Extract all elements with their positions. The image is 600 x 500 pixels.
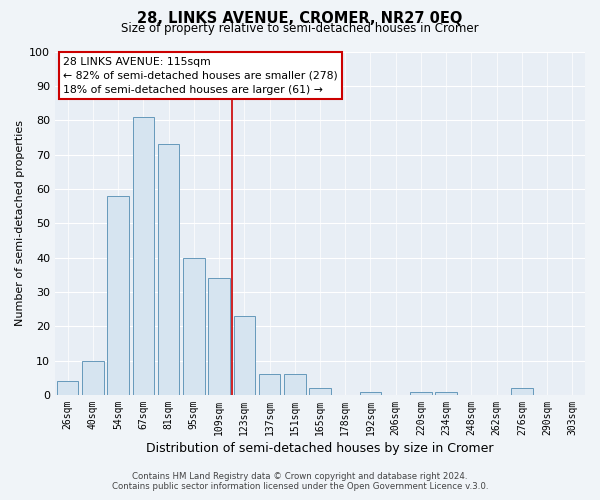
Text: 28, LINKS AVENUE, CROMER, NR27 0EQ: 28, LINKS AVENUE, CROMER, NR27 0EQ	[137, 11, 463, 26]
Bar	[284, 374, 305, 395]
Bar	[436, 392, 457, 395]
Bar	[309, 388, 331, 395]
Bar	[183, 258, 205, 395]
Text: 28 LINKS AVENUE: 115sqm
← 82% of semi-detached houses are smaller (278)
18% of s: 28 LINKS AVENUE: 115sqm ← 82% of semi-de…	[63, 56, 338, 94]
Y-axis label: Number of semi-detached properties: Number of semi-detached properties	[15, 120, 25, 326]
Text: Size of property relative to semi-detached houses in Cromer: Size of property relative to semi-detach…	[121, 22, 479, 35]
Bar	[57, 381, 79, 395]
Bar	[511, 388, 533, 395]
Bar	[233, 316, 255, 395]
Bar	[158, 144, 179, 395]
X-axis label: Distribution of semi-detached houses by size in Cromer: Distribution of semi-detached houses by …	[146, 442, 494, 455]
Bar	[133, 117, 154, 395]
Bar	[259, 374, 280, 395]
Bar	[410, 392, 431, 395]
Bar	[208, 278, 230, 395]
Text: Contains HM Land Registry data © Crown copyright and database right 2024.
Contai: Contains HM Land Registry data © Crown c…	[112, 472, 488, 491]
Bar	[82, 360, 104, 395]
Bar	[107, 196, 129, 395]
Bar	[360, 392, 381, 395]
